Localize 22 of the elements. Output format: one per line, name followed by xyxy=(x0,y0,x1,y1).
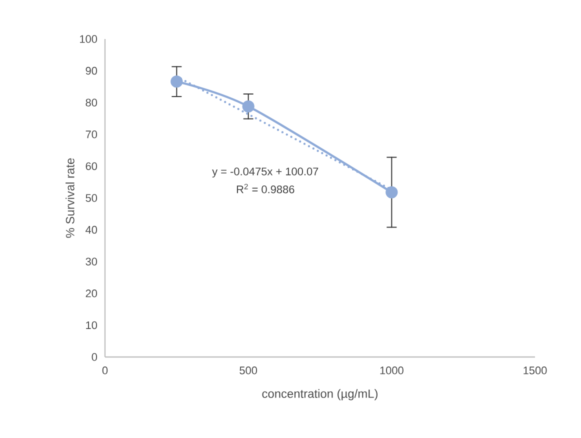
y-tick-label: 10 xyxy=(86,321,98,330)
y-tick-label: 30 xyxy=(86,258,98,266)
y-tick-label: 0 xyxy=(92,353,98,361)
x-tick-label: 1500 xyxy=(524,366,547,374)
y-tick-label: 70 xyxy=(86,130,98,138)
y-axis-title: % Survival rate xyxy=(66,158,74,238)
point xyxy=(386,186,398,198)
y-tick-label: 40 xyxy=(86,226,98,234)
annotation: y = -0.0475x + 100.07 xyxy=(212,168,318,178)
y-tick-label: 20 xyxy=(86,290,98,298)
y-tick-label: 90 xyxy=(86,66,98,75)
annotation: R$^{2}$ = 0.9886 xyxy=(236,184,294,194)
y-tick-label: 80 xyxy=(86,98,98,106)
x-tick-label: 500 xyxy=(240,366,258,374)
x-tick-label: 0 xyxy=(102,366,108,374)
y-tick-label: 50 xyxy=(86,194,98,202)
point xyxy=(242,100,254,112)
y-tick-label: 100 xyxy=(80,35,98,43)
x-tick-label: 1000 xyxy=(380,366,404,374)
x-axis-title: concentration (µg/mL) xyxy=(262,389,378,400)
point xyxy=(170,76,183,88)
y-tick-label: 60 xyxy=(86,162,98,170)
